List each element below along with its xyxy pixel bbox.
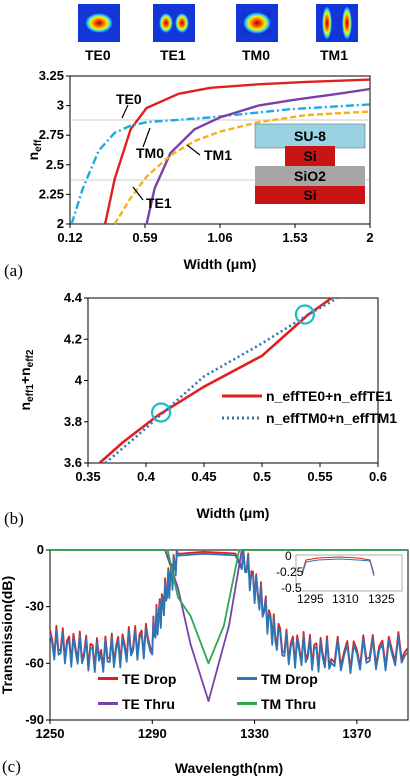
legend-swatch-te-drop [98,677,118,680]
ytick-label: 2 [57,216,64,231]
ytick-label: 3.8 [64,414,82,429]
inset-ytick-0: 0 [285,549,292,563]
mode-label-te1: TE1 [160,47,186,63]
crossing-marker [294,304,316,325]
ytick-label: 3.6 [64,455,82,470]
xtick-label: 1370 [342,726,371,741]
inset-label-si-core: Si [303,148,316,164]
ytick-label: -30 [25,599,44,614]
legend-label-tm-thru: TM Thru [261,696,316,712]
mode-profile-tm1 [316,4,358,42]
arrow-te1 [132,186,144,201]
chart-b-plot-area [87,297,379,464]
legend-label-te-thru: TE Thru [122,696,175,712]
inset-xtick-0: 1295 [297,592,324,606]
legend-label-tm-drop: TM Drop [261,671,318,687]
inset-tm-drop-line [301,558,375,577]
mode-label-tm1: TM1 [320,47,348,63]
ytick-label: -60 [25,655,44,670]
chart-c-inset: 0 -0.25 -0.5 1295 1310 1325 [276,549,403,606]
xtick-label: 1.06 [207,230,232,245]
ytick-label: 2.25 [39,186,64,201]
chart-a: 0.12 0.59 1.06 1.53 2 2 2.25 2.5 2.75 3 3.25 SU-8… [4,68,374,280]
annotation-te1: TE1 [146,195,172,211]
ytick-label: 4 [75,373,83,388]
inset-ytick-1: -0.25 [276,565,304,579]
xtick-label: 0.35 [75,469,100,484]
chart-a-ylabel: neff [25,139,44,160]
series-line-tm-drop [49,549,409,675]
chart-a-xlabel: Width (μm) [184,256,257,272]
annotation-te0: TE0 [116,91,142,107]
mode-label-te0: TE0 [85,47,111,63]
annotation-tm1: TM1 [204,147,232,163]
xtick-label: 1330 [240,726,269,741]
ytick-label: 0 [37,542,44,557]
chart-b-ylabel: neff1+neff2 [17,349,36,410]
ytick-label: 4.2 [64,331,82,346]
inset-label-su8: SU-8 [294,128,326,144]
crossing-marker [150,402,172,423]
chart-b-xlabel: Width (μm) [197,505,270,521]
mode-label-tm0: TM0 [242,47,270,63]
inset-label-si-substrate: Si [303,187,316,203]
ytick-label: -90 [25,712,44,727]
legend-swatch-te-thru [98,702,118,705]
inset-ytick-2: -0.5 [281,581,302,595]
xtick-label: 2 [366,230,373,245]
mode-profile-te0 [78,4,120,42]
legend-label-tm: n_effTM0+n_effTM1 [266,410,397,426]
arrow-tm0 [142,127,151,148]
xtick-label: 0.55 [307,469,332,484]
series-line-n-effte0-n-effte1 [98,296,333,464]
arrow-te0 [121,104,129,119]
waveguide-cross-section-inset: SU-8 Si SiO2 Si [254,123,366,204]
legend-swatch-tm-thru [237,702,257,705]
xtick-label: 0.45 [191,469,216,484]
legend-label-te: n_effTE0+n_effTE1 [266,388,393,404]
inset-label-sio2: SiO2 [294,168,326,184]
series-line-tm0 [70,103,371,225]
legend-label-te-drop: TE Drop [122,671,176,687]
xtick-label: 0.59 [132,230,157,245]
mode-profile-tm0 [236,4,278,42]
xtick-label: 0.5 [253,469,271,484]
panel-label-c: (c) [2,757,21,776]
ytick-label: 2.75 [39,127,64,142]
inset-xtick-1: 1310 [332,592,359,606]
ytick-label: 3 [57,98,64,113]
chart-c-ylabel: Transmission(dB) [0,576,15,694]
chart-c-xlabel: Wavelength(nm) [175,760,283,776]
ytick-label: 2.5 [46,157,64,172]
series-line-te0 [103,78,371,225]
xtick-label: 1250 [36,726,65,741]
xtick-label: 1.53 [282,230,307,245]
chart-c: 1250 1290 1330 1370 0 -30 -60 -90 0 -0.25 -0.5… [0,542,409,776]
chart-b: 0.35 0.4 0.45 0.5 0.55 0.6 3.6 3.8 4 4.2 4.4 n_ef… [4,290,397,528]
inset-xtick-2: 1325 [368,592,395,606]
legend-swatch-tm-drop [237,677,257,680]
mode-profile-te1 [153,4,195,42]
series-line-n-efftm0-n-efftm1 [104,296,339,464]
panel-label-a: (a) [4,261,23,280]
arrow-tm1 [186,144,201,156]
series-line-te-drop [49,549,409,671]
inset-te-drop-line [301,556,375,575]
ytick-label: 4.4 [64,290,83,305]
series-line-te-thru [50,549,408,702]
chart-c-legend: TE Drop TM Drop TE Thru TM Thru [98,671,318,712]
xtick-label: 1290 [138,726,167,741]
xtick-label: 0.4 [137,469,156,484]
chart-b-legend: n_effTE0+n_effTE1 n_effTM0+n_effTM1 [222,388,397,426]
annotation-tm0: TM0 [136,145,164,161]
xtick-label: 0.6 [369,469,387,484]
xtick-label: 0.12 [57,230,82,245]
series-line-tm1 [145,87,371,225]
series-line-tm-thru [50,549,408,665]
ytick-label: 3.25 [39,68,64,83]
panel-label-b: (b) [4,509,24,528]
